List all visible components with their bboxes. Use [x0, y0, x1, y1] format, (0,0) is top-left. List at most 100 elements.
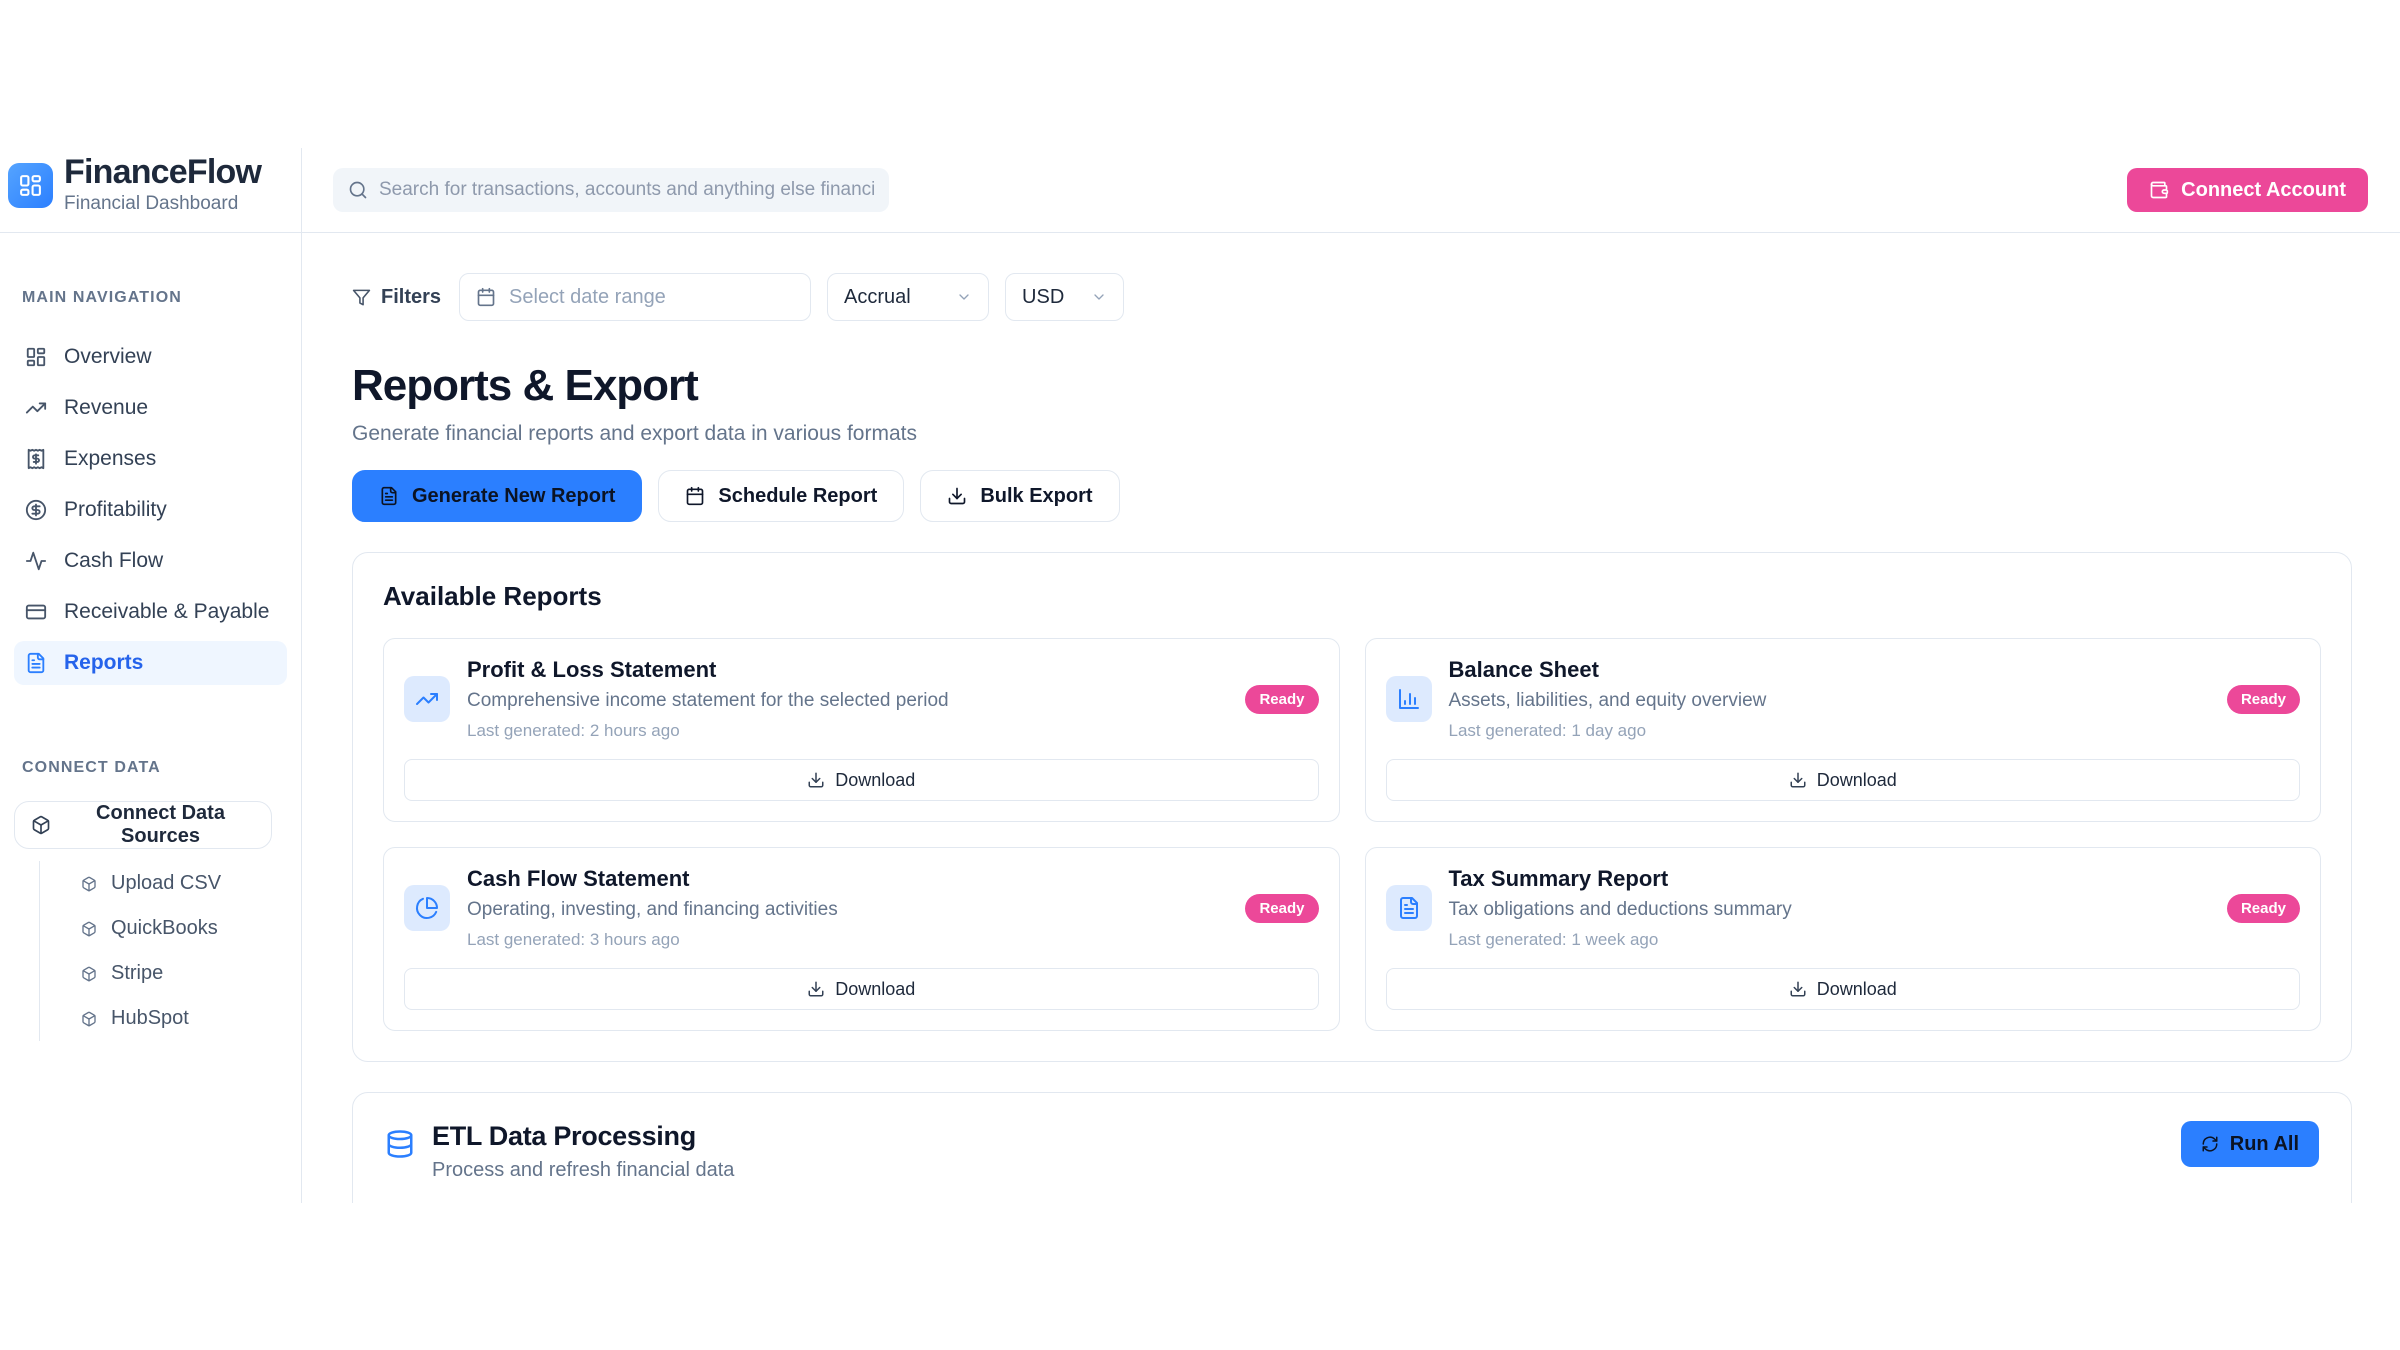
chevron-down-icon — [1091, 289, 1107, 305]
source-item-label: HubSpot — [111, 1007, 189, 1029]
download-icon — [947, 486, 967, 506]
download-icon — [807, 771, 825, 789]
calendar-icon — [685, 486, 705, 506]
file-text-icon — [1397, 896, 1421, 920]
download-icon — [807, 980, 825, 998]
receipt-icon — [25, 448, 47, 470]
search-icon — [348, 180, 368, 200]
download-button[interactable]: Download — [1385, 968, 2300, 1010]
layout-dashboard-icon — [25, 346, 47, 368]
wallet-icon — [2149, 180, 2169, 200]
data-sources-list: Upload CSV QuickBooks Stripe HubSpot — [39, 861, 287, 1041]
circle-dollar-icon — [25, 499, 47, 521]
sidebar-item-label: Cash Flow — [64, 549, 164, 572]
sidebar-item-label: Overview — [64, 345, 152, 368]
report-card-cash-flow: Cash Flow Statement Operating, investing… — [383, 847, 1340, 1031]
sidebar: FinanceFlow Financial Dashboard MAIN NAV… — [0, 148, 302, 1203]
sidebar-item-label: Reports — [64, 651, 144, 674]
source-item-hubspot[interactable]: HubSpot — [40, 996, 287, 1041]
database-icon — [385, 1129, 415, 1159]
source-item-quickbooks[interactable]: QuickBooks — [40, 906, 287, 951]
credit-card-icon — [25, 601, 47, 623]
report-last-generated: Last generated: 2 hours ago — [467, 721, 680, 740]
source-item-label: Upload CSV — [111, 872, 222, 894]
source-item-upload-csv[interactable]: Upload CSV — [40, 861, 287, 906]
download-button[interactable]: Download — [404, 968, 1319, 1010]
filters-label: Filters — [352, 286, 441, 309]
main-area: Connect Account Filters Select date rang… — [302, 148, 2400, 1203]
activity-icon — [25, 550, 47, 572]
brand-tagline: Financial Dashboard — [64, 193, 239, 215]
report-description: Operating, investing, and financing acti… — [467, 899, 838, 920]
content-area: Filters Select date range Accrual USD Re… — [302, 233, 2400, 1203]
report-title: Balance Sheet — [1448, 657, 1599, 682]
source-item-stripe[interactable]: Stripe — [40, 951, 287, 996]
sidebar-item-label: Revenue — [64, 396, 149, 419]
pie-chart-icon — [415, 896, 439, 920]
box-icon — [81, 876, 97, 892]
box-icon — [81, 1011, 97, 1027]
trending-up-icon — [415, 687, 439, 711]
etl-subtitle: Process and refresh financial data — [432, 1159, 735, 1181]
chevron-down-icon — [956, 289, 972, 305]
sidebar-item-cash-flow[interactable]: Cash Flow — [14, 539, 287, 583]
report-card-balance-sheet: Balance Sheet Assets, liabilities, and e… — [1364, 638, 2321, 822]
page-subtitle: Generate financial reports and export da… — [352, 422, 917, 445]
app-frame: FinanceFlow Financial Dashboard MAIN NAV… — [0, 148, 2400, 1203]
bulk-export-button[interactable]: Bulk Export — [920, 470, 1120, 522]
logo-section: FinanceFlow Financial Dashboard — [0, 148, 301, 233]
status-badge: Ready — [2226, 893, 2300, 923]
download-icon — [1789, 980, 1807, 998]
report-last-generated: Last generated: 3 hours ago — [467, 930, 680, 949]
source-item-label: QuickBooks — [111, 917, 218, 939]
actions-row: Generate New Report Schedule Report Bulk… — [352, 470, 2352, 522]
report-title: Cash Flow Statement — [467, 866, 690, 891]
currency-select[interactable]: USD — [1005, 273, 1125, 321]
etl-title: ETL Data Processing — [432, 1121, 696, 1151]
report-title: Profit & Loss Statement — [467, 657, 717, 682]
download-button[interactable]: Download — [404, 759, 1319, 801]
main-navigation-label: MAIN NAVIGATION — [22, 289, 182, 306]
sidebar-item-overview[interactable]: Overview — [14, 335, 287, 379]
funnel-icon — [352, 288, 371, 307]
layout-dashboard-icon — [18, 173, 43, 198]
etl-panel: ETL Data Processing Process and refresh … — [352, 1092, 2352, 1203]
report-icon-chip — [404, 676, 450, 722]
connect-data-sources-label: Connect Data Sources — [96, 802, 225, 847]
report-icon-chip — [1385, 676, 1432, 722]
run-all-button[interactable]: Run All — [2180, 1121, 2319, 1167]
report-card-tax-summary: Tax Summary Report Tax obligations and d… — [1364, 847, 2321, 1031]
date-range-input[interactable]: Select date range — [459, 273, 812, 321]
sidebar-item-revenue[interactable]: Revenue — [14, 386, 287, 430]
sidebar-item-expenses[interactable]: Expenses — [14, 437, 287, 481]
available-reports-title: Available Reports — [383, 581, 602, 611]
connect-data-sources-button[interactable]: Connect Data Sources — [14, 801, 272, 849]
sidebar-item-reports[interactable]: Reports — [14, 641, 287, 685]
report-icon-chip — [404, 885, 450, 931]
brand-name: FinanceFlow — [64, 152, 262, 191]
box-icon — [81, 921, 97, 937]
connect-account-button[interactable]: Connect Account — [2127, 168, 2368, 212]
report-card-profit-loss: Profit & Loss Statement Comprehensive in… — [383, 638, 1340, 822]
search-input[interactable] — [379, 179, 874, 201]
report-title: Tax Summary Report — [1448, 866, 1669, 891]
box-icon — [31, 815, 51, 835]
sidebar-item-profitability[interactable]: Profitability — [14, 488, 287, 532]
sidebar-item-receivable-payable[interactable]: Receivable & Payable — [14, 590, 287, 634]
search-box[interactable] — [333, 168, 889, 212]
status-badge: Ready — [1245, 893, 1319, 923]
report-icon-chip — [1385, 885, 1432, 931]
file-text-icon — [379, 486, 399, 506]
schedule-report-button[interactable]: Schedule Report — [658, 470, 905, 522]
report-description: Tax obligations and deductions summary — [1448, 899, 1792, 920]
sidebar-item-label: Receivable & Payable — [64, 600, 270, 623]
generate-new-report-button[interactable]: Generate New Report — [352, 470, 643, 522]
bar-chart-icon — [1397, 687, 1421, 711]
accounting-basis-select[interactable]: Accrual — [827, 273, 990, 321]
report-last-generated: Last generated: 1 week ago — [1448, 930, 1659, 949]
sidebar-item-label: Expenses — [64, 447, 157, 470]
download-button[interactable]: Download — [1385, 759, 2300, 801]
date-range-placeholder: Select date range — [509, 285, 666, 308]
app-logo — [8, 162, 53, 208]
sidebar-item-label: Profitability — [64, 498, 167, 521]
